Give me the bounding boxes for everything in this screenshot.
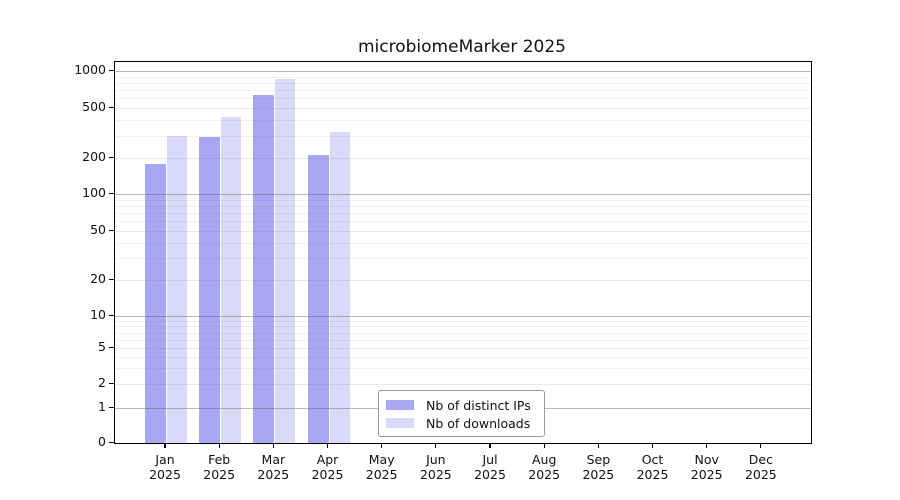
x-tick-label-jun: Jun 2025: [419, 452, 452, 482]
distinct-ips-label: Nb of distinct IPs: [426, 397, 531, 413]
y-tick-label-2: 2: [98, 375, 106, 390]
y-tick-mark-100: [109, 192, 114, 194]
grid-layer: [115, 62, 811, 443]
x-tick-mark-mar: [272, 443, 274, 448]
bar-feb-distinct-ips: [199, 137, 221, 443]
gridline-7: [115, 332, 811, 334]
gridline-3: [115, 368, 811, 370]
legend-row-distinct-ips: Nb of distinct IPs: [386, 396, 544, 414]
y-tick-label-1000: 1000: [74, 62, 106, 77]
y-tick-label-20: 20: [90, 271, 106, 286]
y-tick-mark-5: [109, 346, 114, 348]
gridline-5: [115, 348, 811, 349]
plot-area: [114, 61, 812, 444]
gridline-1000: [115, 71, 811, 72]
gridline-700: [115, 90, 811, 91]
gridline-100: [115, 194, 811, 195]
y-tick-label-50: 50: [90, 222, 106, 237]
x-tick-mark-may: [381, 443, 383, 448]
y-tick-mark-1000: [109, 69, 114, 71]
legend-row-downloads: Nb of downloads: [386, 414, 544, 432]
x-tick-mark-feb: [218, 443, 220, 448]
x-tick-label-nov: Nov 2025: [690, 452, 723, 482]
x-tick-label-feb: Feb 2025: [203, 452, 236, 482]
x-tick-label-may: May 2025: [365, 452, 398, 482]
bars-layer: [115, 62, 811, 443]
gridline-40: [115, 242, 811, 244]
x-tick-mark-oct: [651, 443, 654, 448]
gridline-30: [115, 258, 811, 260]
gridline-50: [115, 231, 811, 232]
gridline-4: [115, 356, 811, 358]
y-tick-label-200: 200: [82, 149, 106, 164]
x-tick-mark-apr: [326, 443, 329, 448]
y-tick-mark-20: [109, 278, 114, 280]
x-tick-mark-nov: [706, 443, 708, 448]
gridline-800: [115, 82, 811, 84]
y-tick-mark-10: [109, 314, 114, 316]
gridline-10: [115, 316, 811, 317]
x-tick-label-dec: Dec 2025: [744, 452, 777, 482]
bar-mar-distinct-ips: [253, 94, 275, 443]
gridline-900: [115, 76, 811, 78]
x-tick-label-jul: Jul 2025: [474, 452, 506, 482]
x-tick-label-aug: Aug 2025: [528, 452, 561, 482]
x-tick-label-mar: Mar 2025: [257, 452, 290, 482]
x-tick-label-jan: Jan 2025: [149, 452, 181, 482]
bar-jan-distinct-ips: [145, 163, 166, 443]
y-tick-mark-200: [109, 156, 114, 158]
y-tick-label-100: 100: [82, 185, 106, 200]
gridline-600: [115, 98, 811, 100]
y-tick-label-1: 1: [98, 399, 106, 414]
legend: Nb of distinct IPs Nb of downloads: [378, 390, 545, 437]
gridline-80: [115, 205, 811, 207]
gridline-300: [115, 135, 811, 137]
y-tick-mark-500: [109, 106, 114, 108]
gridline-8: [115, 326, 811, 328]
x-tick-mark-jan: [164, 443, 166, 448]
x-tick-label-apr: Apr 2025: [311, 452, 344, 482]
chart-title: microbiomeMarker 2025: [357, 37, 566, 57]
y-tick-label-500: 500: [82, 99, 106, 114]
y-tick-mark-0: [109, 441, 114, 443]
y-tick-label-10: 10: [90, 307, 106, 322]
gridline-400: [115, 120, 811, 122]
gridline-200: [115, 158, 811, 159]
y-tick-mark-1: [109, 406, 114, 408]
x-tick-label-sep: Sep 2025: [582, 452, 615, 482]
downloads-swatch: [386, 418, 414, 428]
bar-feb-downloads: [221, 117, 242, 443]
x-tick-mark-jun: [435, 443, 437, 448]
x-tick-mark-sep: [597, 443, 599, 448]
y-tick-mark-50: [109, 229, 114, 231]
x-tick-mark-aug: [543, 443, 545, 448]
gridline-70: [115, 213, 811, 215]
gridline-90: [115, 199, 811, 201]
x-tick-mark-jul: [489, 443, 491, 448]
gridline-20: [115, 280, 811, 281]
gridline-9: [115, 320, 811, 322]
y-tick-label-5: 5: [98, 339, 106, 354]
gridline-6: [115, 339, 811, 341]
distinct-ips-swatch: [386, 400, 414, 410]
y-tick-mark-2: [109, 382, 114, 384]
gridline-60: [115, 221, 811, 223]
bar-apr-distinct-ips: [307, 154, 329, 443]
downloads-label: Nb of downloads: [426, 415, 531, 431]
bar-jan-downloads: [167, 136, 187, 443]
gridline-500: [115, 108, 811, 109]
x-tick-label-oct: Oct 2025: [636, 452, 669, 482]
x-tick-mark-dec: [760, 443, 762, 448]
bar-apr-downloads: [329, 132, 350, 443]
gridline-2: [115, 384, 811, 385]
bar-mar-downloads: [275, 79, 296, 443]
y-tick-label-0: 0: [98, 434, 106, 449]
